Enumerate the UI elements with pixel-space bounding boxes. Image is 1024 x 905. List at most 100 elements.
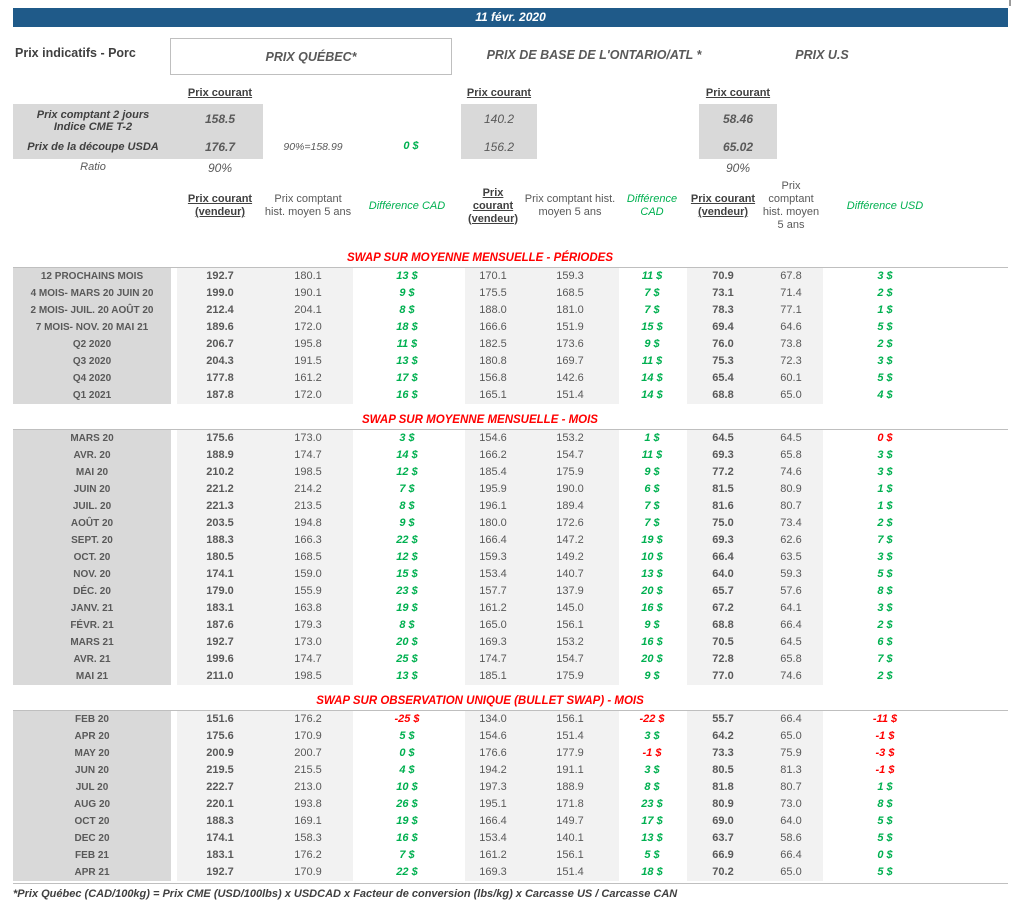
cell: 189.4 bbox=[521, 498, 619, 515]
row-label: 7 MOIS- NOV. 20 MAI 21 bbox=[13, 319, 171, 336]
section-periodes: SWAP SUR MOYENNE MENSUELLE - PÉRIODES 12… bbox=[13, 250, 947, 404]
row-label: 4 MOIS- MARS 20 JUIN 20 bbox=[13, 285, 171, 302]
cell: 155.9 bbox=[263, 583, 353, 600]
table-row: Q3 2020 204.3 191.5 13 $ 180.8 169.7 11 $ 75.3 7… bbox=[13, 353, 947, 370]
cell: 9 $ bbox=[644, 670, 660, 682]
cell: 172.6 bbox=[521, 515, 619, 532]
cell: 3 $ bbox=[877, 355, 893, 367]
cell: 64.5 bbox=[759, 430, 823, 447]
row-label: APR 21 bbox=[13, 864, 171, 881]
cell: 151.6 bbox=[177, 711, 263, 728]
cell: 65.7 bbox=[687, 583, 759, 600]
cell: 62.6 bbox=[759, 532, 823, 549]
cell: 3 $ bbox=[877, 466, 893, 478]
col-us-current: Prix courant (vendeur) bbox=[690, 193, 756, 218]
col-quebec-diff: Différence CAD bbox=[368, 199, 446, 212]
row-label: MARS 20 bbox=[13, 430, 171, 447]
row-label: FÉVR. 21 bbox=[13, 617, 171, 634]
cell: 168.5 bbox=[263, 549, 353, 566]
row-label: APR 20 bbox=[13, 728, 171, 745]
cell: -22 $ bbox=[639, 713, 665, 725]
cell: 145.0 bbox=[521, 600, 619, 617]
cell: 65.0 bbox=[759, 387, 823, 404]
cell: 169.1 bbox=[263, 813, 353, 830]
quebec-header-box: PRIX QUÉBEC* bbox=[170, 38, 452, 75]
cell: 0 $ bbox=[877, 432, 893, 444]
cell: 196.1 bbox=[465, 498, 521, 515]
cell: 174.7 bbox=[263, 447, 353, 464]
cell: 221.3 bbox=[177, 498, 263, 515]
table-row: 7 MOIS- NOV. 20 MAI 21 189.6 172.0 18 $ 166.… bbox=[13, 319, 947, 336]
cell: 159.3 bbox=[521, 268, 619, 285]
row-label: 2 MOIS- JUIL. 20 AOÛT 20 bbox=[13, 302, 171, 319]
table-column-headers: Prix courant (vendeur) Prix comptant his… bbox=[13, 180, 947, 232]
cell: 66.4 bbox=[759, 617, 823, 634]
cell: 81.6 bbox=[687, 498, 759, 515]
table-row: 12 PROCHAINS MOIS 192.7 180.1 13 $ 170.1 159.… bbox=[13, 268, 947, 285]
cell: 65.4 bbox=[687, 370, 759, 387]
cell: 153.4 bbox=[465, 830, 521, 847]
cell: 9 $ bbox=[644, 619, 660, 631]
cell: 55.7 bbox=[687, 711, 759, 728]
cell: 192.7 bbox=[177, 864, 263, 881]
cell: 7 $ bbox=[877, 653, 893, 665]
row-label: FEB 20 bbox=[13, 711, 171, 728]
cme-us-value: 58.46 bbox=[722, 112, 754, 126]
table-row: AUG 20 220.1 193.8 26 $ 195.1 171.8 23 $ 80.9 73… bbox=[13, 796, 947, 813]
cell: 198.5 bbox=[263, 668, 353, 685]
cell: 8 $ bbox=[399, 304, 415, 316]
cell: 175.9 bbox=[521, 464, 619, 481]
row-label: MARS 21 bbox=[13, 634, 171, 651]
ontario-group-title: PRIX DE BASE DE L'ONTARIO/ATL * bbox=[486, 48, 702, 62]
cell: 13 $ bbox=[396, 270, 418, 282]
cell: 8 $ bbox=[399, 500, 415, 512]
cell: 180.0 bbox=[465, 515, 521, 532]
cell: 174.7 bbox=[263, 651, 353, 668]
table-row: 2 MOIS- JUIL. 20 AOÛT 20 212.4 204.1 8 $ 188… bbox=[13, 302, 947, 319]
table-row: SEPT. 20 188.3 166.3 22 $ 166.4 147.2 19 $ 69.3… bbox=[13, 532, 947, 549]
cell: 220.1 bbox=[177, 796, 263, 813]
cell: 69.4 bbox=[687, 319, 759, 336]
divider bbox=[13, 267, 1008, 268]
table-row: JUL 20 222.7 213.0 10 $ 197.3 188.9 8 $ 81.8 80.… bbox=[13, 779, 947, 796]
cell: 22 $ bbox=[396, 534, 418, 546]
cell: 2 $ bbox=[877, 670, 893, 682]
cell: 151.4 bbox=[521, 728, 619, 745]
cell: 11 $ bbox=[641, 355, 663, 367]
cell: 181.0 bbox=[521, 302, 619, 319]
cell: 77.0 bbox=[687, 668, 759, 685]
cell: 64.2 bbox=[687, 728, 759, 745]
cell: 75.0 bbox=[687, 515, 759, 532]
row-label: AUG 20 bbox=[13, 796, 171, 813]
cell: 195.1 bbox=[465, 796, 521, 813]
cell: 213.5 bbox=[263, 498, 353, 515]
cell: 197.3 bbox=[465, 779, 521, 796]
cell: 9 $ bbox=[644, 338, 660, 350]
usda-ontario-value: 156.2 bbox=[483, 140, 515, 154]
cell: 213.0 bbox=[263, 779, 353, 796]
cell: 3 $ bbox=[877, 449, 893, 461]
divider bbox=[13, 883, 1008, 884]
table-row: JUN 20 219.5 215.5 4 $ 194.2 191.1 3 $ 80.5 81.3… bbox=[13, 762, 947, 779]
table-row: JUIL. 20 221.3 213.5 8 $ 196.1 189.4 7 $ 81.6 80… bbox=[13, 498, 947, 515]
cell: 174.1 bbox=[177, 830, 263, 847]
cell: 194.2 bbox=[465, 762, 521, 779]
cell: 190.1 bbox=[263, 285, 353, 302]
cell: 18 $ bbox=[396, 321, 418, 333]
cell: 72.8 bbox=[687, 651, 759, 668]
table-row: MAY 20 200.9 200.7 0 $ 176.6 177.9 -1 $ 73.3 75.… bbox=[13, 745, 947, 762]
cell: 212.4 bbox=[177, 302, 263, 319]
cell: 189.6 bbox=[177, 319, 263, 336]
cell: 7 $ bbox=[644, 500, 660, 512]
cell: 6 $ bbox=[644, 483, 660, 495]
cell: 166.3 bbox=[263, 532, 353, 549]
cell: 81.8 bbox=[687, 779, 759, 796]
cell: 73.3 bbox=[687, 745, 759, 762]
ratio-us-value: 90% bbox=[725, 161, 751, 175]
cell: 187.6 bbox=[177, 617, 263, 634]
table-row: FEB 20 151.6 176.2 -25 $ 134.0 156.1 -22 $ 55.7… bbox=[13, 711, 947, 728]
cell: 175.6 bbox=[177, 728, 263, 745]
cell: 73.8 bbox=[759, 336, 823, 353]
ontario-spot-label: Prix courant bbox=[466, 87, 532, 99]
cell: 63.7 bbox=[687, 830, 759, 847]
